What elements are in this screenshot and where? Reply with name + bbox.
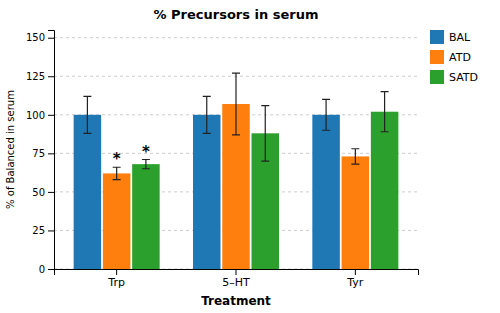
series [132, 92, 398, 269]
y-axis: 0 25 50 75 100 125 150 [26, 31, 55, 275]
legend-item: BAL [430, 30, 471, 44]
y-tick-label: 125 [26, 71, 45, 82]
y-axis-title: % of Balanced in serum [5, 90, 16, 209]
grid-line [54, 37, 418, 38]
y-axis-line [48, 31, 55, 270]
title: % Precursors in serum [153, 7, 318, 22]
y-tick-mark [48, 192, 54, 193]
error-bar [261, 106, 269, 162]
x-tick: 5–HT [222, 269, 250, 289]
series [74, 96, 340, 269]
y-tick-label: 0 [39, 264, 45, 275]
plot: 0255075100125150Trp5–HTTyr** [26, 31, 419, 289]
error-bar [381, 92, 389, 132]
bar [193, 115, 220, 269]
bar [371, 112, 398, 269]
y-tick-label: 150 [26, 32, 45, 43]
y-tick-mark [48, 38, 54, 39]
chart: 0255075100125150Trp5–HTTyr**% Precursors… [0, 0, 500, 313]
annotation: * [142, 143, 150, 161]
y-tick: 125 [26, 71, 54, 82]
legend-label: SATD [449, 71, 478, 84]
bar [132, 164, 159, 269]
bars [74, 73, 399, 269]
x-tick-mark [355, 269, 356, 275]
error-bar [142, 160, 150, 169]
legend-item: ATD [430, 50, 471, 64]
error-bar [232, 73, 240, 135]
y-tick: 150 [26, 32, 54, 43]
legend-swatch [430, 50, 444, 64]
y-tick: 0 [39, 264, 54, 275]
legend-swatch [430, 70, 444, 84]
error-bar [322, 99, 330, 130]
error-bar [113, 167, 121, 179]
y-tick-label: 100 [26, 110, 45, 121]
x-axis: Trp 5–HT Tyr [55, 269, 419, 289]
y-tick: 50 [32, 187, 54, 198]
y-tick-mark [48, 76, 54, 77]
legend-label: BAL [449, 31, 471, 44]
series [103, 73, 369, 269]
error-bar [83, 96, 91, 133]
x-axis-line [55, 270, 419, 276]
y-tick-label: 75 [32, 148, 45, 159]
legend-swatch [430, 30, 444, 44]
x-tick-label: Tyr [346, 276, 364, 289]
annotations: ** [113, 143, 150, 169]
error-bar [351, 149, 359, 164]
y-tick-label: 25 [32, 225, 45, 236]
bar [74, 115, 101, 269]
x-axis-title: Treatment [201, 294, 271, 308]
y-tick: 25 [32, 225, 54, 236]
y-tick: 100 [26, 110, 54, 121]
legend-label: ATD [449, 51, 471, 64]
legend-item: SATD [430, 70, 478, 84]
y-tick: 75 [32, 148, 54, 159]
x-tick-mark [236, 269, 237, 275]
x-tick-mark [116, 269, 117, 275]
y-tick-mark [48, 269, 54, 270]
bar [103, 173, 130, 269]
bar [342, 156, 369, 269]
error-bar [203, 96, 211, 133]
grid [54, 38, 418, 269]
x-tick-label: 5–HT [222, 276, 250, 289]
legend: BAL ATD SATD [430, 30, 478, 84]
annotation: * [113, 150, 121, 168]
x-tick: Tyr [346, 269, 364, 289]
y-tick-mark [48, 230, 54, 231]
y-tick-mark [48, 153, 54, 154]
x-tick-label: Trp [107, 276, 125, 289]
y-tick-label: 50 [32, 187, 45, 198]
bar [312, 115, 339, 269]
y-tick-mark [48, 115, 54, 116]
x-tick: Trp [107, 269, 125, 289]
